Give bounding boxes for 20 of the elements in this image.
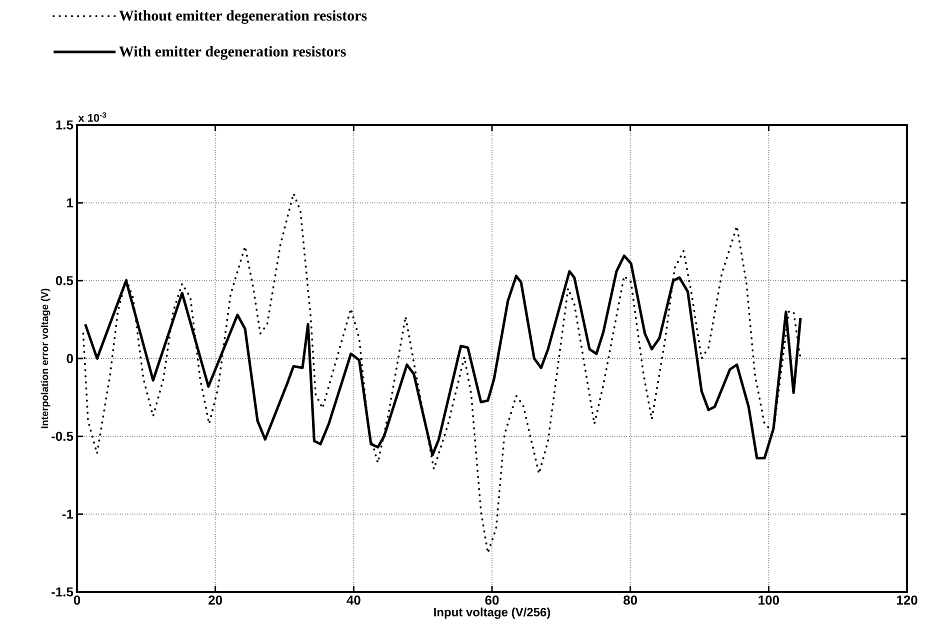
y-tick-label: 0: [66, 354, 73, 364]
legend-label: With emitter degeneration resistors: [119, 46, 346, 60]
y-axis-title: Interpolation error voltage (V): [40, 288, 50, 428]
x-tick-label: 20: [208, 596, 222, 605]
y-tick-label: 1: [67, 198, 74, 208]
line-series: [82, 192, 802, 554]
x-axis-title: Input voltage (V/256): [434, 608, 550, 619]
x-tick-label: 80: [624, 596, 638, 605]
legend-label: Without emitter degeneration resistors: [119, 10, 367, 24]
y-tick-label: 1.5: [56, 120, 74, 130]
text: x 10$^{-3}$: [78, 112, 106, 122]
x-tick-label: 100: [758, 596, 779, 605]
y-tick-label: -1: [62, 510, 74, 519]
x-tick-label: 120: [896, 596, 918, 605]
y-tick-label: 0.5: [56, 276, 74, 286]
x-tick-label: 0: [74, 596, 80, 605]
y-tick-label: -0.5: [52, 432, 74, 441]
x-tick-label: 60: [485, 596, 499, 605]
x-tick-label: 40: [346, 596, 360, 605]
y-tick-label: -1.5: [52, 587, 74, 597]
